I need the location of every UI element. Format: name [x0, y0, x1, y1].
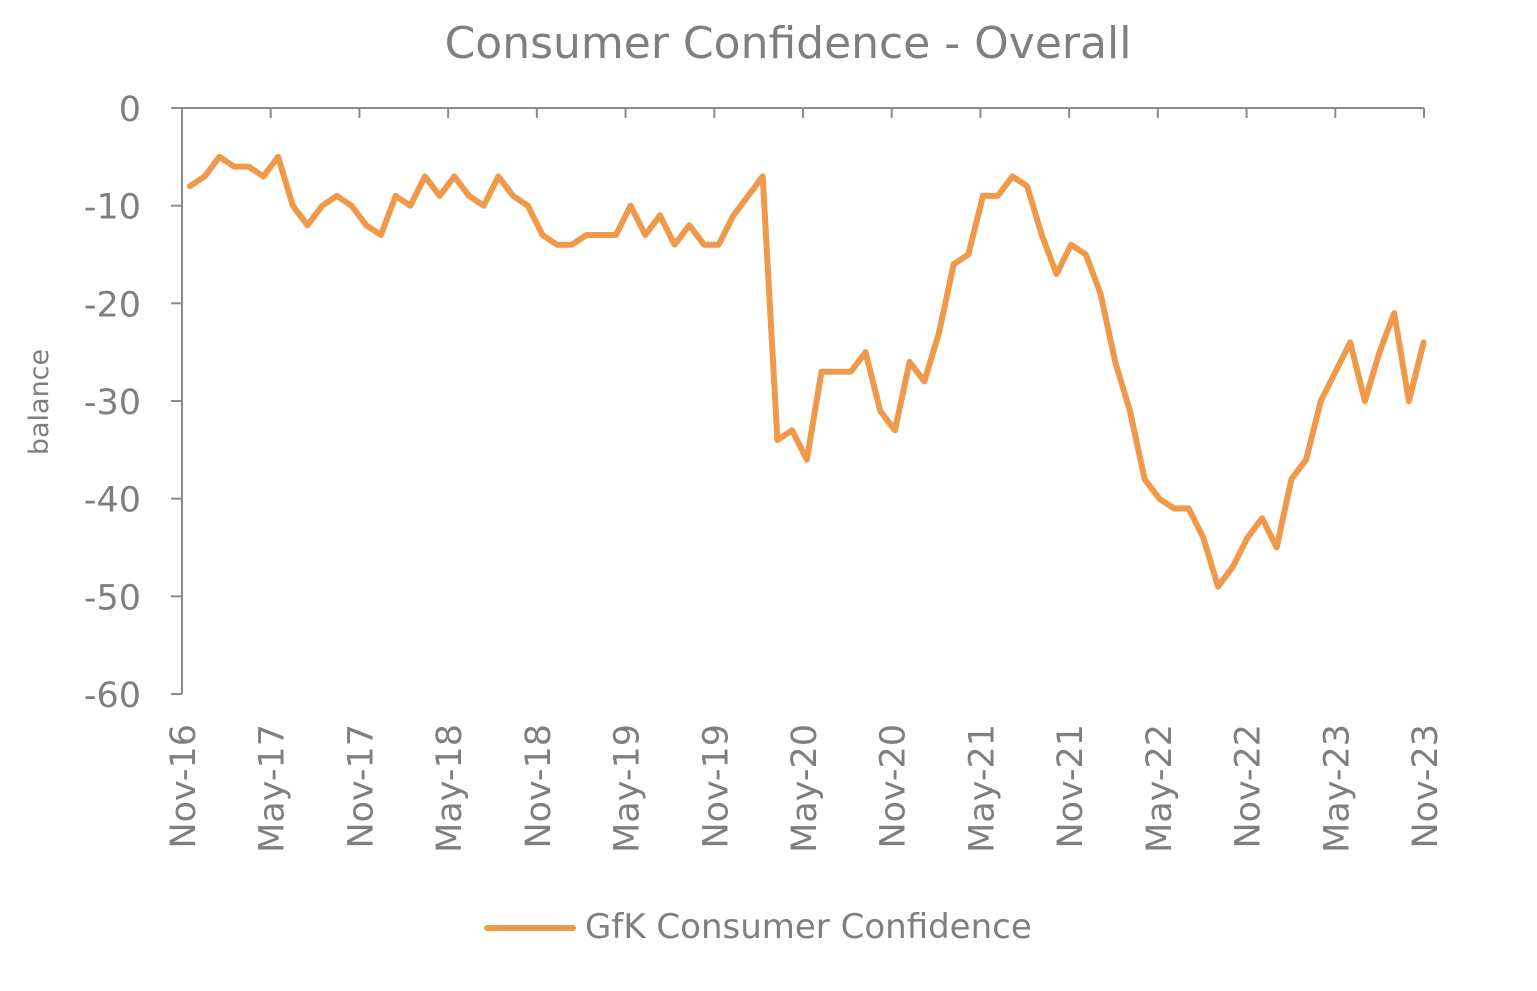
x-tick-label: May-20: [785, 724, 825, 853]
x-tick-label: Nov-22: [1229, 724, 1269, 849]
legend: GfK Consumer Confidence: [484, 907, 1032, 947]
y-tick-label: -60: [84, 676, 141, 716]
y-tick-label: -40: [84, 481, 141, 521]
x-tick-label: Nov-20: [874, 724, 914, 849]
x-tick-label: Nov-18: [519, 724, 559, 849]
x-tick-label: Nov-16: [164, 724, 204, 849]
x-tick-label: Nov-19: [696, 724, 736, 849]
y-tick-label: -10: [84, 188, 141, 228]
x-tick-label: Nov-21: [1051, 724, 1091, 849]
y-axis-label: balance: [24, 349, 55, 455]
y-tick-label: 0: [119, 90, 141, 130]
x-tick-label: Nov-17: [341, 724, 381, 849]
x-tick-label: Nov-23: [1406, 724, 1446, 849]
series-line-0: [187, 153, 1427, 590]
y-tick-label: -30: [84, 383, 141, 423]
x-tick-label: May-18: [430, 724, 470, 853]
y-axis-ticks: 0 -10 -20 -30 -40 -50 -60: [84, 90, 182, 716]
x-axis-ticks: Nov-16 May-17 Nov-17 May-18 Nov-18 May-19 Nov-…: [164, 108, 1446, 853]
x-tick-label: May-22: [1140, 724, 1180, 853]
x-tick-label: May-23: [1317, 724, 1357, 853]
x-tick-label: May-21: [962, 724, 1002, 853]
y-tick-label: -20: [84, 285, 141, 325]
series-group: [187, 153, 1427, 590]
chart-title: Consumer Confidence - Overall: [445, 18, 1132, 69]
legend-label: GfK Consumer Confidence: [585, 907, 1032, 947]
x-tick-label: May-17: [253, 724, 293, 853]
y-tick-label: -50: [84, 578, 141, 618]
x-tick-label: May-19: [608, 724, 648, 853]
